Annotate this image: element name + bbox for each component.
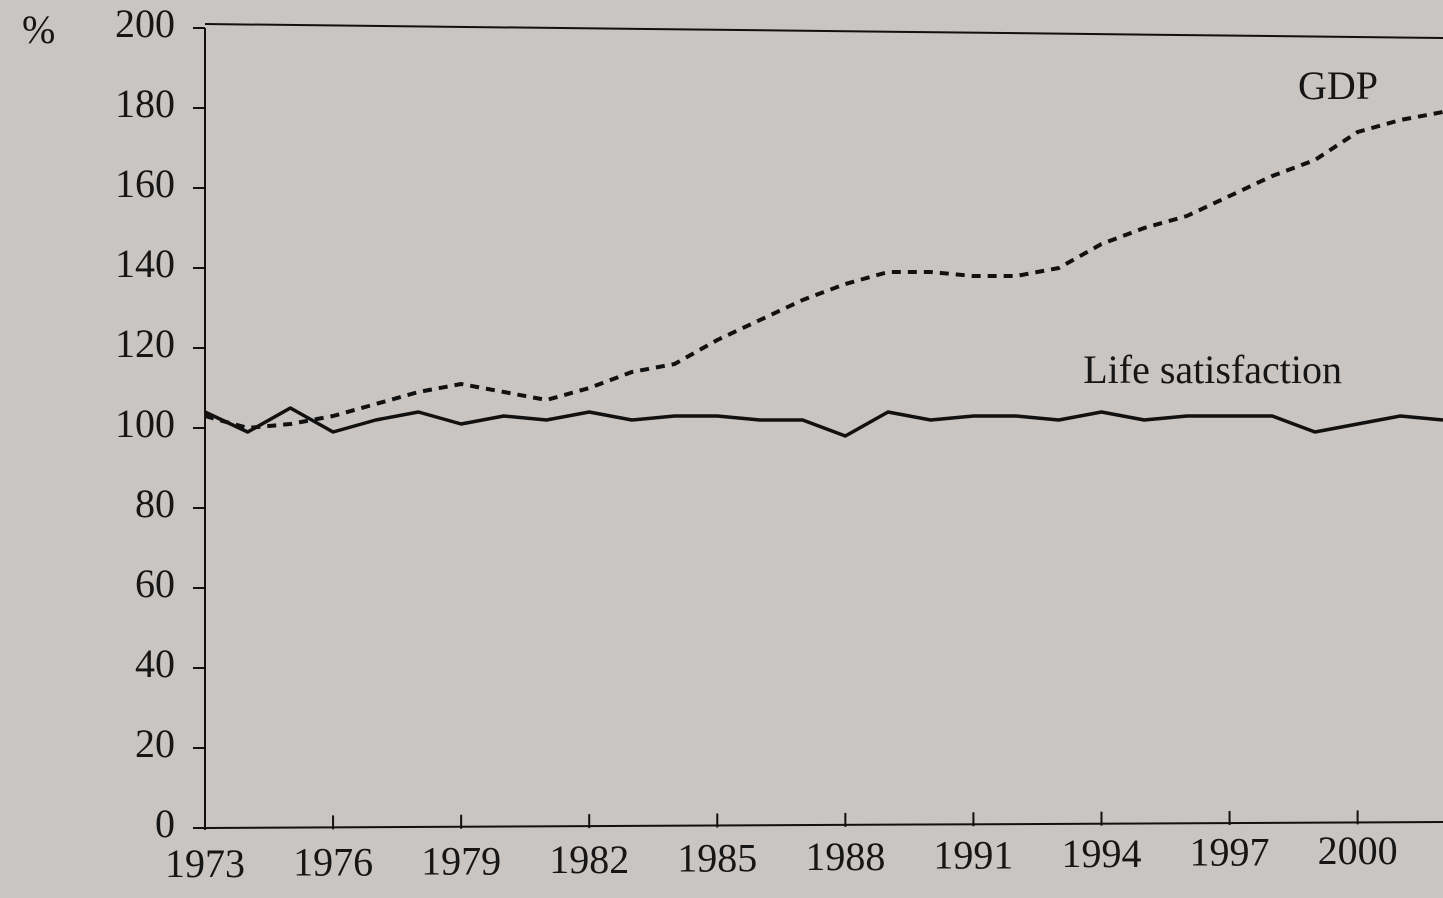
x-tick-label: 1973 bbox=[165, 841, 245, 886]
y-tick-label: 120 bbox=[115, 321, 175, 366]
y-tick-label: 100 bbox=[115, 401, 175, 446]
x-tick-label: 1991 bbox=[933, 832, 1013, 877]
y-tick-label: 200 bbox=[115, 1, 175, 46]
x-axis bbox=[204, 821, 1443, 829]
y-tick-label: 20 bbox=[135, 721, 175, 766]
y-tick-label: 40 bbox=[135, 641, 175, 686]
x-tick-label: 1982 bbox=[549, 837, 629, 882]
line bbox=[204, 406, 1443, 438]
y-tick-label: 160 bbox=[115, 161, 175, 206]
frame-top bbox=[204, 23, 1443, 39]
y-tick-label: 60 bbox=[135, 561, 175, 606]
x-tick-label: 1985 bbox=[677, 835, 757, 880]
y-tick-label: 180 bbox=[115, 81, 175, 126]
y-axis-label: % bbox=[22, 7, 55, 52]
x-tick-label: 1997 bbox=[1190, 830, 1270, 875]
series-label: GDP bbox=[1298, 63, 1378, 108]
y-tick-label: 80 bbox=[135, 481, 175, 526]
x-tick-label: 1988 bbox=[805, 834, 885, 879]
x-tick-label: 1976 bbox=[293, 840, 373, 885]
x-tick-label: 1994 bbox=[1061, 831, 1141, 876]
x-tick-label: 2000 bbox=[1318, 828, 1398, 873]
x-tick-label: 1979 bbox=[421, 838, 501, 883]
y-tick-label: 140 bbox=[115, 241, 175, 286]
series-label: Life satisfaction bbox=[1083, 347, 1342, 392]
y-tick-label: 0 bbox=[155, 801, 175, 846]
line bbox=[204, 110, 1443, 430]
